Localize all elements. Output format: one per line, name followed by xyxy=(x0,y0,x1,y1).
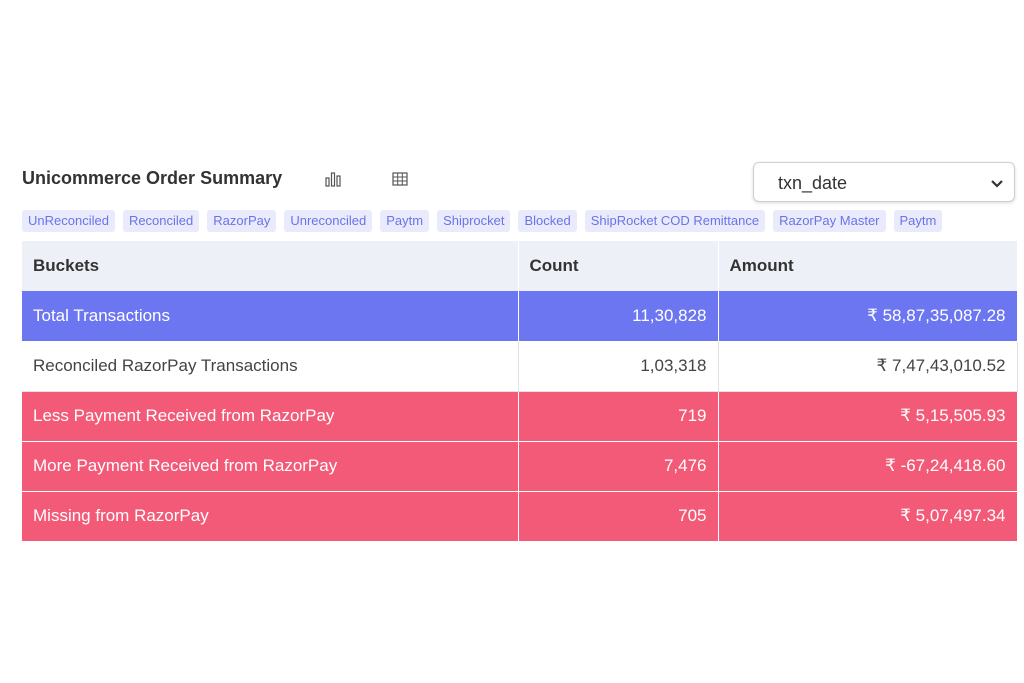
date-field-select-value: txn_date xyxy=(778,173,848,193)
table-row[interactable]: Reconciled RazorPay Transactions 1,03,31… xyxy=(22,341,1018,392)
chip-shiprocket[interactable]: Shiprocket xyxy=(437,210,511,232)
chip-paytm[interactable]: Paytm xyxy=(380,210,430,232)
filter-chips: UnReconciled Reconciled RazorPay Unrecon… xyxy=(22,210,1018,234)
column-header-amount[interactable]: Amount xyxy=(718,241,1018,291)
summary-header: Unicommerce Order Summary txn_date xyxy=(22,156,1018,202)
amount-cell: ₹ -67,24,418.60 xyxy=(718,441,1018,492)
chip-unreconciled[interactable]: UnReconciled xyxy=(22,210,115,232)
count-cell: 7,476 xyxy=(518,441,719,492)
table-row[interactable]: Total Transactions 11,30,828 ₹ 58,87,35,… xyxy=(22,291,1018,342)
bucket-cell: Total Transactions xyxy=(22,291,519,342)
table-row[interactable]: More Payment Received from RazorPay 7,47… xyxy=(22,441,1018,492)
table-row[interactable]: Missing from RazorPay 705 ₹ 5,07,497.34 xyxy=(22,491,1018,542)
table-row[interactable]: Less Payment Received from RazorPay 719 … xyxy=(22,391,1018,442)
table-grid-icon[interactable] xyxy=(389,168,411,190)
amount-cell: ₹ 5,15,505.93 xyxy=(718,391,1018,442)
count-cell: 11,30,828 xyxy=(518,291,719,342)
bucket-cell: More Payment Received from RazorPay xyxy=(22,441,519,492)
chip-unreconciled-2[interactable]: Unreconciled xyxy=(284,210,373,232)
bucket-cell: Reconciled RazorPay Transactions xyxy=(22,341,519,392)
bar-chart-icon[interactable] xyxy=(322,168,344,190)
chip-shiprocket-cod-remittance[interactable]: ShipRocket COD Remittance xyxy=(584,210,766,232)
amount-cell: ₹ 5,07,497.34 xyxy=(718,491,1018,542)
page-title: Unicommerce Order Summary xyxy=(22,168,283,188)
amount-cell: ₹ 58,87,35,087.28 xyxy=(718,291,1018,342)
bucket-cell: Missing from RazorPay xyxy=(22,491,519,542)
chip-reconciled[interactable]: Reconciled xyxy=(122,210,200,232)
count-cell: 719 xyxy=(518,391,719,442)
chip-razorpay[interactable]: RazorPay xyxy=(207,210,277,232)
count-cell: 1,03,318 xyxy=(518,341,719,392)
chip-razorpay-master[interactable]: RazorPay Master xyxy=(773,210,886,232)
count-cell: 705 xyxy=(518,491,719,542)
chip-blocked[interactable]: Blocked xyxy=(518,210,577,232)
chevron-down-icon xyxy=(990,176,1004,194)
column-header-buckets[interactable]: Buckets xyxy=(22,241,519,291)
chip-paytm-2[interactable]: Paytm xyxy=(893,210,943,232)
column-header-count[interactable]: Count xyxy=(518,241,719,291)
date-field-select[interactable]: txn_date xyxy=(753,162,1015,202)
amount-cell: ₹ 7,47,43,010.52 xyxy=(718,341,1018,392)
bucket-cell: Less Payment Received from RazorPay xyxy=(22,391,519,442)
summary-table: Buckets Count Amount Total Transactions … xyxy=(22,241,1018,542)
table-header-row: Buckets Count Amount xyxy=(22,241,1018,291)
